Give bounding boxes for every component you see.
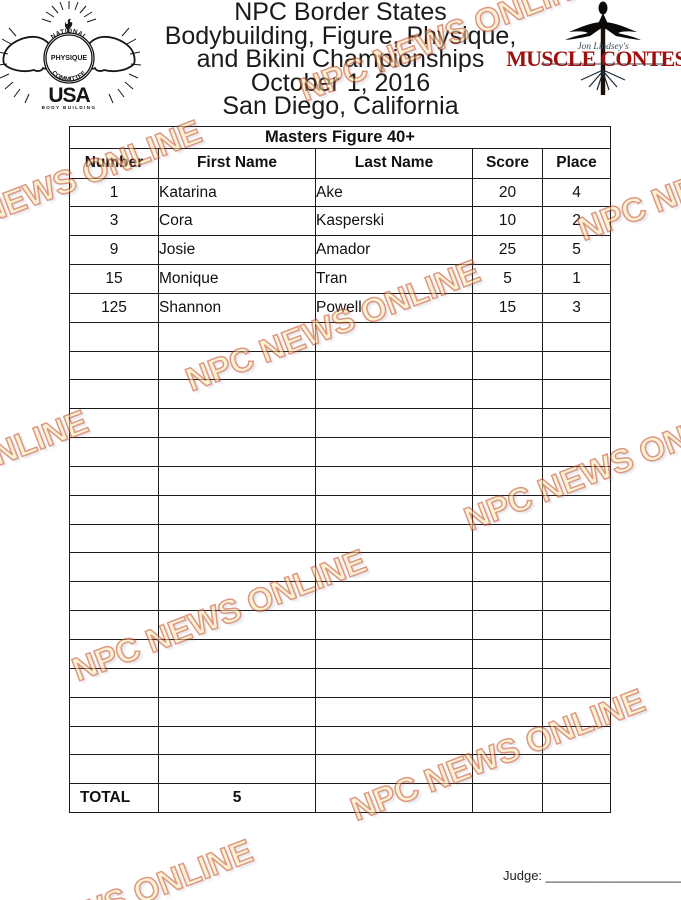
svg-text:PHYSIQUE: PHYSIQUE [51, 55, 88, 62]
svg-text:USA: USA [48, 84, 90, 107]
svg-text:MUSCLE CONTEST: MUSCLE CONTEST [506, 46, 681, 71]
svg-text:BODY BUILDING: BODY BUILDING [42, 105, 97, 110]
